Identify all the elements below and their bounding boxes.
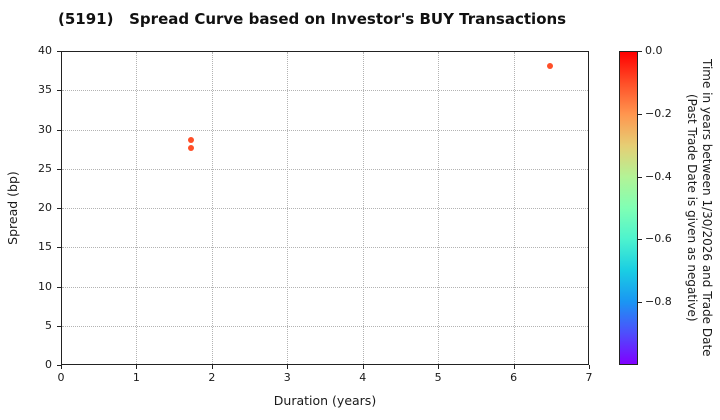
x-axis-tick	[61, 365, 62, 369]
y-axis-tick	[57, 247, 61, 249]
x-axis-tick-label: 4	[359, 371, 367, 384]
colorbar-label: Time in years between 1/30/2026 and Trad…	[684, 51, 714, 365]
y-axis-tick	[57, 286, 61, 288]
y-axis-tick	[57, 208, 61, 209]
grid-line-horizontal	[62, 129, 588, 131]
data-point	[187, 144, 194, 151]
x-axis-tick-label: 7	[585, 371, 593, 384]
grid-line-horizontal	[62, 325, 588, 327]
y-axis-label: Spread (bp)	[5, 171, 20, 245]
y-axis-tick-label: 15	[38, 240, 52, 254]
colorbar-tick-label: −0.2	[645, 106, 672, 120]
colorbar-tick	[638, 239, 642, 241]
colorbar-tick	[638, 302, 642, 304]
x-axis-tick	[211, 365, 213, 369]
colorbar-tick	[638, 113, 642, 115]
y-axis-tick-label: 40	[38, 44, 52, 57]
x-axis-label: Duration (years)	[273, 393, 377, 408]
x-axis-tick-label: 2	[208, 371, 216, 384]
x-axis-tick	[589, 365, 590, 369]
colorbar-tick-label: −0.8	[645, 295, 672, 309]
plot-area	[61, 51, 589, 365]
grid-line-horizontal	[62, 208, 588, 209]
x-axis-tick-label: 6	[510, 371, 518, 384]
colorbar-label-line1: Time in years between 1/30/2026 and Trad…	[700, 59, 714, 357]
y-axis-tick-label: 5	[45, 318, 52, 332]
x-axis-tick-label: 1	[132, 371, 140, 384]
y-axis-tick-label: 0	[45, 358, 52, 371]
y-axis-tick	[57, 325, 61, 327]
x-axis-tick	[513, 365, 515, 369]
grid-line-horizontal	[62, 286, 588, 288]
chart-title: (5191) Spread Curve based on Investor's …	[58, 10, 567, 28]
colorbar-gradient	[619, 51, 638, 365]
y-axis-tick	[57, 51, 61, 52]
y-axis-tick	[57, 90, 61, 92]
y-axis-tick	[57, 365, 61, 366]
x-axis-tick	[438, 365, 440, 369]
colorbar-tick	[638, 176, 642, 178]
colorbar-tick	[638, 51, 642, 52]
y-axis-tick-label: 25	[38, 161, 52, 175]
data-point	[546, 62, 553, 69]
y-axis-tick-label: 35	[38, 83, 52, 97]
grid-line-horizontal	[62, 90, 588, 92]
colorbar-label-line2: (Past Trade Date is given as negative)	[685, 94, 699, 322]
x-axis-tick	[136, 365, 138, 369]
y-axis-tick-label: 10	[38, 279, 52, 293]
x-axis-tick	[362, 365, 364, 369]
x-axis-tick	[287, 365, 289, 369]
x-axis-tick-label: 3	[283, 371, 291, 384]
y-axis-tick-label: 30	[38, 122, 52, 136]
y-axis-tick	[57, 129, 61, 131]
y-axis-tick-label: 20	[38, 201, 52, 214]
y-axis-tick	[57, 168, 61, 170]
x-axis-tick-label: 5	[434, 371, 442, 384]
grid-line-horizontal	[62, 247, 588, 249]
colorbar-tick-label: −0.4	[645, 169, 672, 183]
colorbar-tick-label: −0.6	[645, 232, 672, 246]
x-axis-tick-label: 0	[57, 371, 65, 384]
data-point	[187, 137, 194, 144]
grid-line-horizontal	[62, 168, 588, 170]
colorbar-tick-label: 0.0	[645, 44, 663, 57]
